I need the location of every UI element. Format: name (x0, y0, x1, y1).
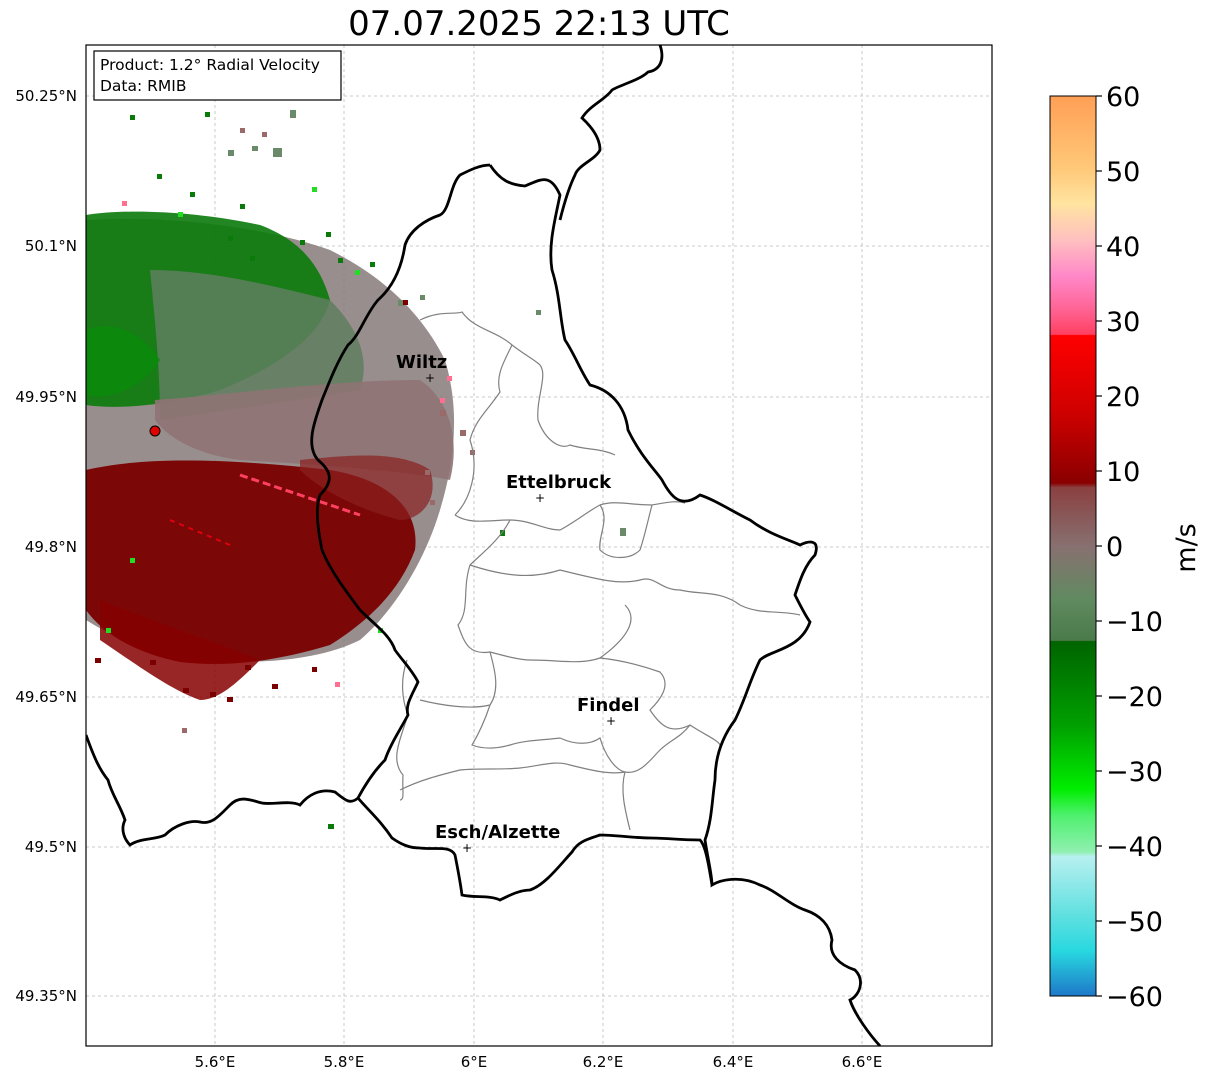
colorbar-tick: 30 (1106, 307, 1140, 338)
colorbar-tick: −10 (1106, 607, 1163, 638)
lat-label: 49.5°N (25, 838, 77, 856)
colorbar-tick: −60 (1106, 982, 1163, 1013)
city-label-esch-alzette: Esch/Alzette (435, 822, 560, 843)
city-marker-wiltz: + (425, 371, 435, 385)
colorbar-unit-label: m/s (1171, 523, 1202, 572)
radar-site-marker (149, 425, 161, 437)
map-frame (85, 44, 993, 1047)
colorbar-tick: 0 (1106, 532, 1123, 563)
lat-label: 49.35°N (15, 987, 77, 1005)
city-ettelbruck: Ettelbruck + (506, 472, 612, 505)
city-label-wiltz: Wiltz (396, 352, 447, 373)
info-data-source: Data: RMIB (100, 77, 187, 95)
colorbar-tick: 10 (1106, 457, 1140, 488)
lon-label: 6.4°E (713, 1053, 754, 1071)
colorbar-tick: −40 (1106, 832, 1163, 863)
map-title: 07.07.2025 22:13 UTC (348, 4, 730, 44)
info-product: Product: 1.2° Radial Velocity (100, 56, 320, 74)
lat-label: 50.25°N (15, 87, 77, 105)
colorbar-tick: 20 (1106, 382, 1140, 413)
lat-label: 50.1°N (25, 237, 77, 255)
city-findel: Findel + (577, 695, 640, 728)
city-marker-ettelbruck: + (535, 491, 545, 505)
lon-label: 6.6°E (842, 1053, 883, 1071)
lon-label: 5.6°E (195, 1053, 236, 1071)
radar-echoes (86, 110, 626, 829)
lat-label: 49.8°N (25, 538, 77, 556)
colorbar-tick: 50 (1106, 157, 1140, 188)
lat-label: 49.95°N (15, 388, 77, 406)
lon-axis: 5.6°E 5.8°E 6°E 6.2°E 6.4°E 6.6°E (195, 1053, 883, 1071)
lat-label: 49.65°N (15, 688, 77, 706)
lon-label: 5.8°E (324, 1053, 365, 1071)
lon-label: 6.2°E (583, 1053, 624, 1071)
country-borders (86, 45, 882, 1046)
colorbar-tick: 60 (1106, 82, 1140, 113)
colorbar: 60 50 40 30 20 10 0 −10 −20 −30 −40 −50 … (1049, 82, 1202, 1013)
city-marker-esch-alzette: + (462, 841, 472, 855)
city-wiltz: Wiltz + (396, 352, 447, 385)
colorbar-tick: 40 (1106, 232, 1140, 263)
city-marker-findel: + (606, 714, 616, 728)
lat-axis: 50.25°N 50.1°N 49.95°N 49.8°N 49.65°N 49… (15, 87, 77, 1005)
colorbar-tick: −50 (1106, 907, 1163, 938)
colorbar-scale (1049, 95, 1097, 997)
colorbar-tick: −30 (1106, 757, 1163, 788)
info-box: Product: 1.2° Radial Velocity Data: RMIB (93, 50, 342, 101)
colorbar-tick: −20 (1106, 682, 1163, 713)
lon-label: 6°E (461, 1053, 488, 1071)
city-esch-alzette: Esch/Alzette + (435, 822, 560, 855)
city-label-ettelbruck: Ettelbruck (506, 472, 612, 493)
city-label-findel: Findel (577, 695, 640, 716)
canton-boundaries (396, 311, 801, 831)
